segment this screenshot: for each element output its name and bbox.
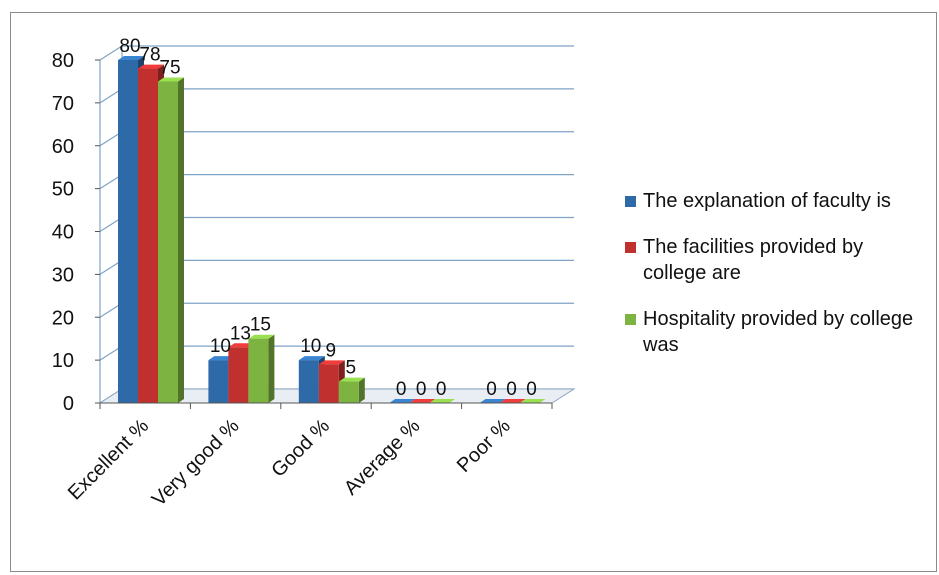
bars [118,56,546,404]
data-label: 10 [210,336,231,357]
legend-label-series-1: The explanation of faculty is [643,190,891,212]
legend-swatch-series-2 [625,242,636,253]
data-label: 13 [230,323,251,344]
x-tick-label: Excellent % [64,415,154,505]
bar [248,334,275,403]
data-label: 10 [300,336,321,357]
data-label: 0 [486,379,497,400]
legend-item: The facilities provided by college are [625,234,925,286]
legend-item: Hospitality provided by college was [625,306,925,358]
data-label: 15 [250,315,271,336]
legend: The explanation of faculty is The facili… [625,188,925,378]
data-label: 0 [396,379,407,400]
y-tick-label: 70 [52,93,74,115]
bar [158,77,184,403]
x-tick-label: Good % [267,415,334,482]
legend-label-series-2: The facilities provided by college are [643,236,864,284]
data-label: 0 [436,379,447,400]
y-tick-label: 30 [52,264,74,286]
x-tick-label: Poor % [453,415,515,477]
y-tick-label: 0 [63,393,74,415]
bar [338,377,365,403]
data-label: 75 [159,57,180,78]
x-tick-label: Very good % [148,415,244,511]
data-label: 78 [139,45,160,66]
y-tick-label: 60 [52,136,74,158]
y-tick-label: 20 [52,307,74,329]
legend-item: The explanation of faculty is [625,188,925,214]
data-label: 0 [506,379,517,400]
y-tick-label: 50 [52,179,74,201]
legend-swatch-series-1 [625,196,636,207]
y-tick-label: 80 [52,50,74,72]
data-label: 0 [416,379,427,400]
data-label: 5 [346,358,357,379]
data-label: 0 [526,379,537,400]
legend-label-series-3: Hospitality provided by college was [643,308,914,356]
x-tick-label: Average % [340,415,425,500]
y-tick-label: 10 [52,350,74,372]
data-label: 9 [326,340,337,361]
y-tick-label: 40 [52,222,74,244]
x-axis-ticks: Excellent %Very good % Good % Average % Poo… [64,402,553,511]
data-label: 80 [119,36,140,57]
y-axis-ticks: 0 10 20 30 40 50 60 70 80 [52,50,100,415]
gridline-side [99,45,123,61]
legend-swatch-series-3 [625,314,636,325]
